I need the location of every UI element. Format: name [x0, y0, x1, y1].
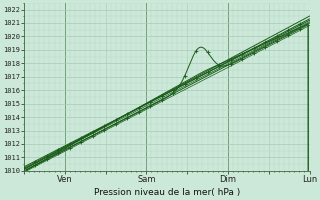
X-axis label: Pression niveau de la mer( hPa ): Pression niveau de la mer( hPa ) — [94, 188, 240, 197]
